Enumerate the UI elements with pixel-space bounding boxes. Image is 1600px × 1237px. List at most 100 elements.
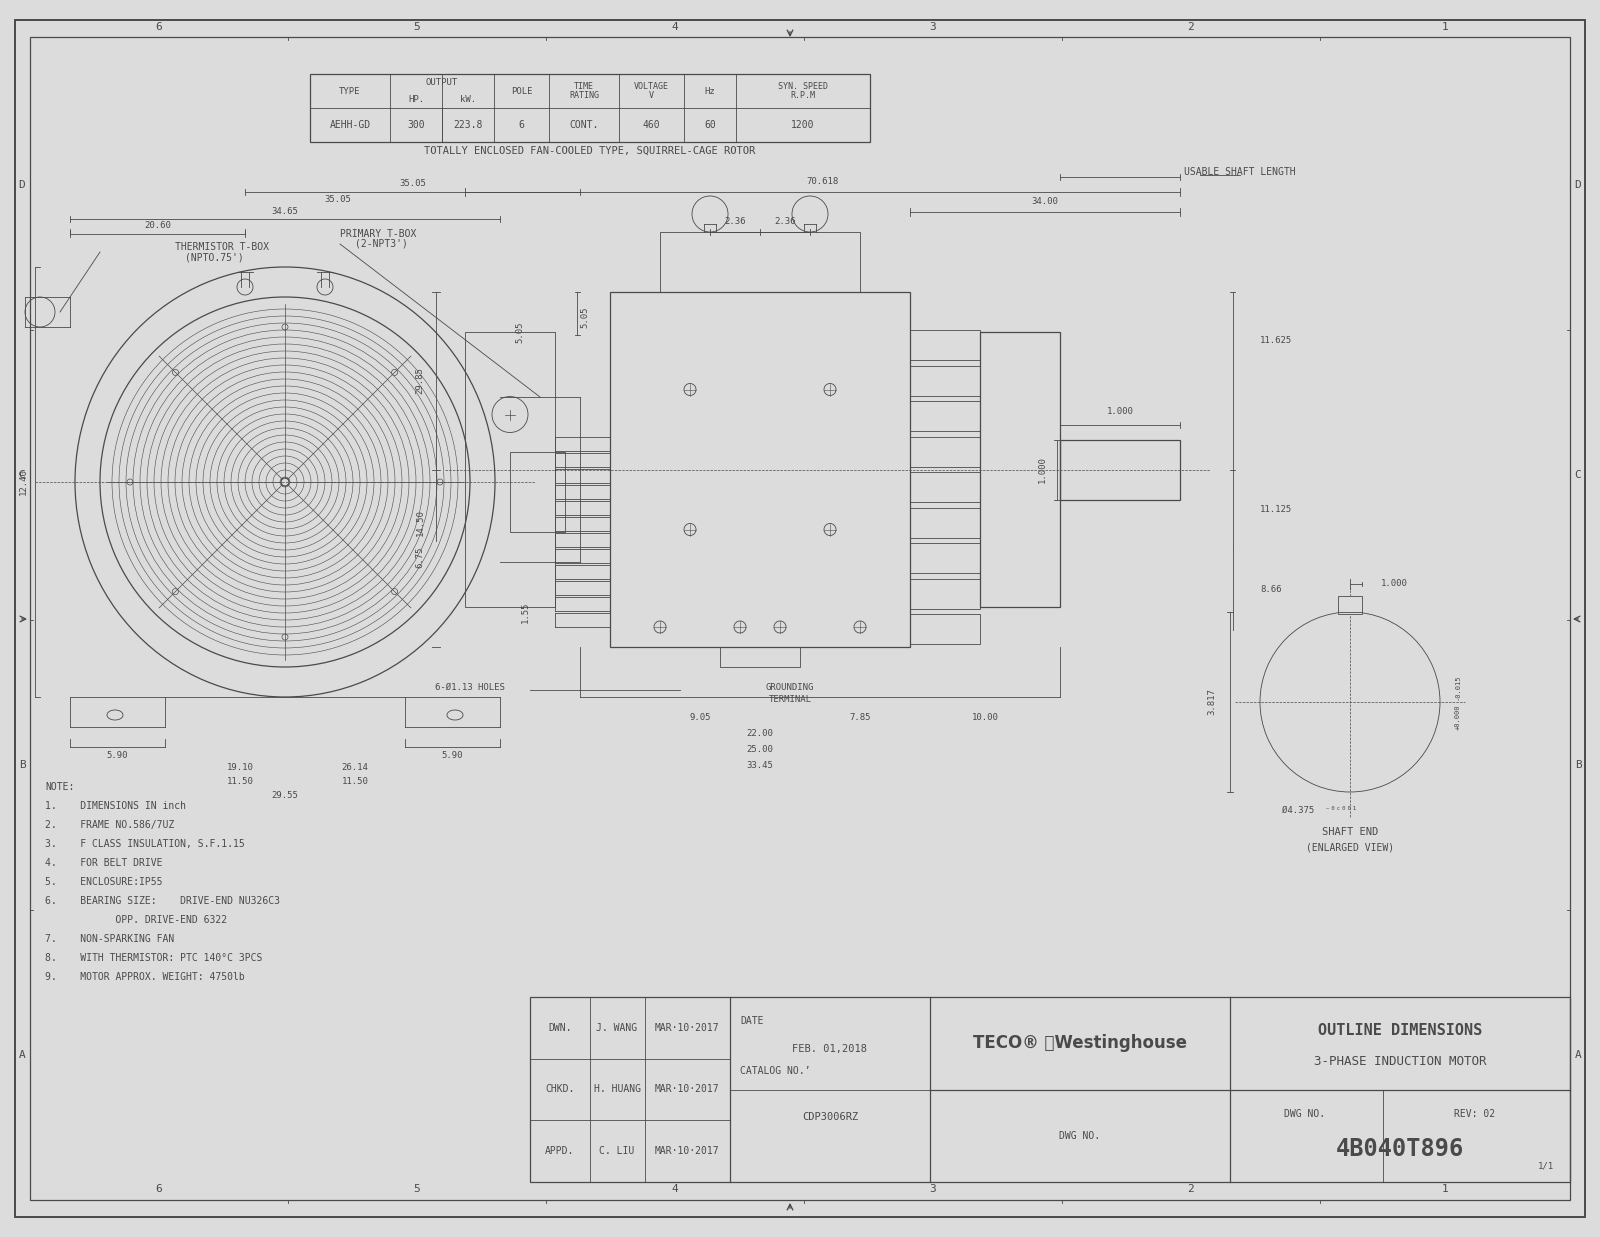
Text: 1200: 1200 bbox=[792, 120, 814, 130]
Text: 11.625: 11.625 bbox=[1261, 336, 1293, 345]
Text: C: C bbox=[1574, 470, 1581, 480]
Text: 4B040T896: 4B040T896 bbox=[1336, 1137, 1464, 1160]
Text: H. HUANG: H. HUANG bbox=[594, 1085, 640, 1095]
Text: THERMISTOR T-BOX: THERMISTOR T-BOX bbox=[174, 242, 269, 252]
Bar bbox=[910, 615, 979, 644]
Text: TECO® ⓈWestinghouse: TECO® ⓈWestinghouse bbox=[973, 1034, 1187, 1053]
Text: 35.05: 35.05 bbox=[398, 178, 426, 188]
Text: 460: 460 bbox=[643, 120, 661, 130]
Text: D: D bbox=[1574, 181, 1581, 190]
Text: 14.50: 14.50 bbox=[416, 510, 424, 536]
Text: C: C bbox=[19, 470, 26, 480]
Bar bbox=[910, 543, 979, 573]
Text: SHAFT END: SHAFT END bbox=[1322, 828, 1378, 837]
Bar bbox=[310, 74, 870, 142]
Text: 6.    BEARING SIZE:    DRIVE-END NU326C3: 6. BEARING SIZE: DRIVE-END NU326C3 bbox=[45, 896, 280, 905]
Text: -0.015: -0.015 bbox=[1454, 674, 1461, 700]
Text: C. LIU: C. LIU bbox=[600, 1147, 635, 1157]
Text: 60: 60 bbox=[704, 120, 715, 130]
Text: D: D bbox=[19, 181, 26, 190]
Text: 6: 6 bbox=[155, 1184, 162, 1194]
Text: (ENLARGED VIEW): (ENLARGED VIEW) bbox=[1306, 842, 1394, 852]
Text: 25.00: 25.00 bbox=[747, 745, 773, 753]
Bar bbox=[910, 437, 979, 466]
Text: 11.125: 11.125 bbox=[1261, 505, 1293, 515]
Text: 2.    FRAME NO.586/7UZ: 2. FRAME NO.586/7UZ bbox=[45, 820, 174, 830]
Text: 6.75: 6.75 bbox=[416, 547, 424, 568]
Text: VOLTAGE: VOLTAGE bbox=[634, 82, 669, 90]
Text: AEHH-GD: AEHH-GD bbox=[330, 120, 371, 130]
Text: 4: 4 bbox=[672, 22, 678, 32]
Text: 4: 4 bbox=[672, 1184, 678, 1194]
Text: CDP3006RZ: CDP3006RZ bbox=[802, 1112, 858, 1122]
Bar bbox=[1059, 439, 1181, 500]
Text: DWG NO.: DWG NO. bbox=[1059, 1131, 1101, 1141]
Text: SYN. SPEED: SYN. SPEED bbox=[778, 82, 829, 90]
Text: 20.60: 20.60 bbox=[144, 221, 171, 230]
Bar bbox=[910, 507, 979, 538]
Text: A: A bbox=[19, 1050, 26, 1060]
Text: USABLE SHAFT LENGTH: USABLE SHAFT LENGTH bbox=[1184, 167, 1296, 177]
Text: 8.    WITH THERMISTOR: PTC 140°C 3PCS: 8. WITH THERMISTOR: PTC 140°C 3PCS bbox=[45, 952, 262, 962]
Text: RATING: RATING bbox=[570, 92, 598, 100]
Text: 2: 2 bbox=[1187, 22, 1194, 32]
Text: 8.66: 8.66 bbox=[1261, 585, 1282, 594]
Bar bbox=[466, 332, 555, 607]
Text: DWG NO.: DWG NO. bbox=[1285, 1108, 1325, 1118]
Text: APPD.: APPD. bbox=[546, 1147, 574, 1157]
Text: 29.85: 29.85 bbox=[416, 367, 424, 395]
Text: 10.00: 10.00 bbox=[971, 713, 998, 721]
Text: 5.05: 5.05 bbox=[581, 307, 589, 328]
Text: 11.50: 11.50 bbox=[341, 777, 368, 785]
Text: 5.    ENCLOSURE:IP55: 5. ENCLOSURE:IP55 bbox=[45, 877, 163, 887]
Text: MAR·10·2017: MAR·10·2017 bbox=[654, 1023, 720, 1033]
Text: V: V bbox=[650, 92, 654, 100]
Text: 3-PHASE INDUCTION MOTOR: 3-PHASE INDUCTION MOTOR bbox=[1314, 1055, 1486, 1069]
Text: CHKD.: CHKD. bbox=[546, 1085, 574, 1095]
Text: PRIMARY T-BOX: PRIMARY T-BOX bbox=[339, 229, 416, 239]
Bar bbox=[530, 997, 1570, 1183]
Bar bbox=[910, 473, 979, 502]
Text: 7.85: 7.85 bbox=[850, 713, 870, 721]
Text: MAR·10·2017: MAR·10·2017 bbox=[654, 1085, 720, 1095]
Text: TYPE: TYPE bbox=[339, 87, 360, 95]
Text: OPP. DRIVE-END 6322: OPP. DRIVE-END 6322 bbox=[45, 915, 227, 925]
Text: HP.: HP. bbox=[408, 95, 424, 104]
Text: 19.10: 19.10 bbox=[227, 762, 253, 772]
Bar bbox=[910, 366, 979, 396]
Text: kW.: kW. bbox=[459, 95, 477, 104]
Text: B: B bbox=[1574, 760, 1581, 769]
Text: 35.05: 35.05 bbox=[325, 194, 350, 204]
Text: 6: 6 bbox=[155, 22, 162, 32]
Bar bbox=[910, 579, 979, 609]
Text: DATE: DATE bbox=[739, 1016, 763, 1025]
Text: DWN.: DWN. bbox=[549, 1023, 571, 1033]
Text: 1: 1 bbox=[1442, 1184, 1448, 1194]
Text: R.P.M: R.P.M bbox=[790, 92, 816, 100]
Bar bbox=[610, 292, 910, 647]
Text: (2-NPT3'): (2-NPT3') bbox=[355, 239, 408, 249]
Text: 11.50: 11.50 bbox=[227, 777, 253, 785]
Text: TIME: TIME bbox=[574, 82, 594, 90]
Text: OUTLINE DIMENSIONS: OUTLINE DIMENSIONS bbox=[1318, 1023, 1482, 1038]
Text: 3: 3 bbox=[930, 22, 936, 32]
Text: 26.14: 26.14 bbox=[341, 762, 368, 772]
Text: Ø4.375  ⁻⁰ᶜ⁰⁰¹: Ø4.375 ⁻⁰ᶜ⁰⁰¹ bbox=[1282, 805, 1358, 814]
Text: 9.    MOTOR APPROX. WEIGHT: 4750lb: 9. MOTOR APPROX. WEIGHT: 4750lb bbox=[45, 972, 245, 982]
Text: (NPTO.75'): (NPTO.75') bbox=[186, 252, 243, 262]
Text: 34.00: 34.00 bbox=[1032, 198, 1059, 207]
Text: 2.36: 2.36 bbox=[725, 218, 746, 226]
Text: B: B bbox=[19, 760, 26, 769]
Text: MAR·10·2017: MAR·10·2017 bbox=[654, 1147, 720, 1157]
Text: 4.    FOR BELT DRIVE: 4. FOR BELT DRIVE bbox=[45, 858, 163, 868]
Text: 5.90: 5.90 bbox=[442, 751, 464, 760]
Text: 3: 3 bbox=[930, 1184, 936, 1194]
Text: 29.55: 29.55 bbox=[272, 790, 299, 799]
Text: TOTALLY ENCLOSED FAN-COOLED TYPE, SQUIRREL-CAGE ROTOR: TOTALLY ENCLOSED FAN-COOLED TYPE, SQUIRR… bbox=[424, 146, 755, 156]
Text: 300: 300 bbox=[406, 120, 426, 130]
Text: 6: 6 bbox=[518, 120, 525, 130]
Bar bbox=[510, 452, 565, 532]
Text: 1.000: 1.000 bbox=[1037, 456, 1046, 482]
Text: REV: 02: REV: 02 bbox=[1454, 1108, 1496, 1118]
Text: 5.05: 5.05 bbox=[515, 322, 525, 343]
